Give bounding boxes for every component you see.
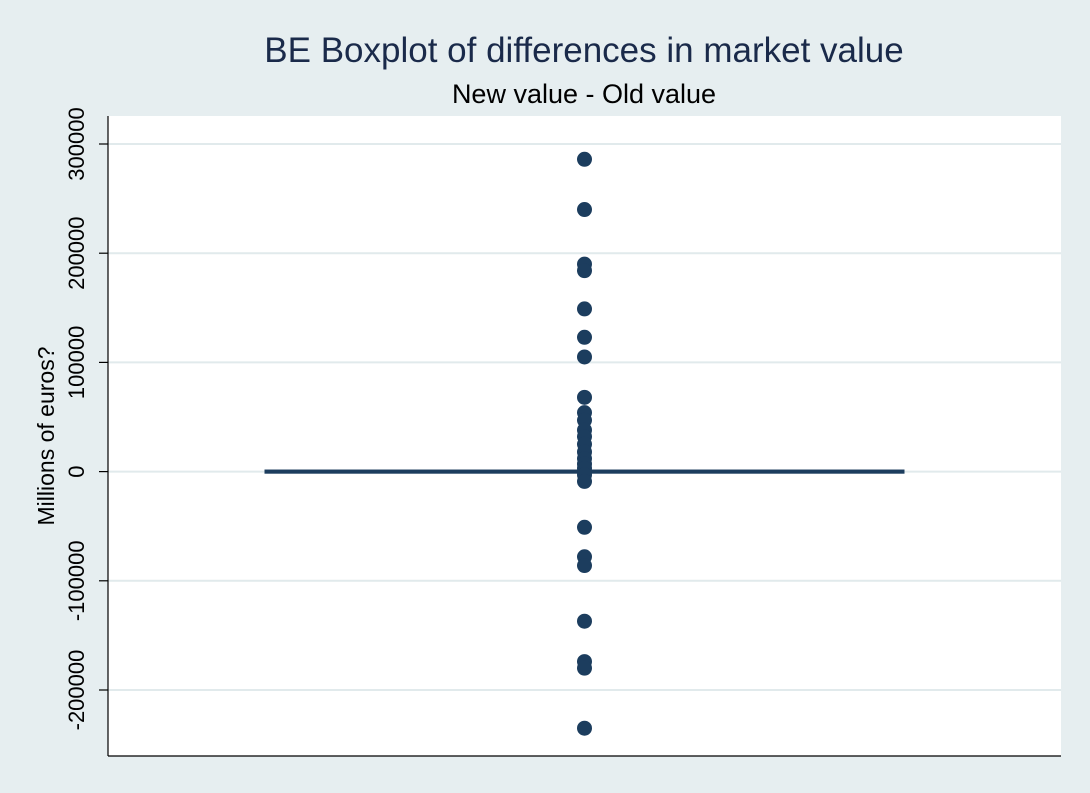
y-tick-label: 0 (64, 465, 89, 477)
chart-subtitle: New value - Old value (452, 79, 716, 109)
y-tick-label: -100000 (64, 540, 89, 621)
outlier-markers (577, 151, 592, 736)
outlier-point (577, 151, 592, 167)
outlier-point (577, 720, 592, 736)
outlier-point (577, 329, 592, 345)
y-tick-label: -200000 (64, 650, 89, 731)
outlier-point (577, 613, 592, 629)
y-ticks: -200000 -100000 0 100000 200000 300000 (64, 107, 108, 730)
outlier-point (577, 660, 592, 676)
y-tick-label: 100000 (64, 326, 89, 399)
chart-title: BE Boxplot of differences in market valu… (264, 31, 903, 70)
outlier-point (577, 389, 592, 405)
outlier-point (577, 263, 592, 279)
outlier-point (577, 202, 592, 218)
outlier-point (577, 301, 592, 317)
outlier-point (577, 473, 592, 489)
y-tick-label: 300000 (64, 107, 89, 180)
outlier-point (577, 349, 592, 365)
outlier-point (577, 558, 592, 574)
y-axis-label: Millions of euros? (33, 347, 59, 526)
outlier-point (577, 519, 592, 535)
y-tick-label: 200000 (64, 216, 89, 289)
